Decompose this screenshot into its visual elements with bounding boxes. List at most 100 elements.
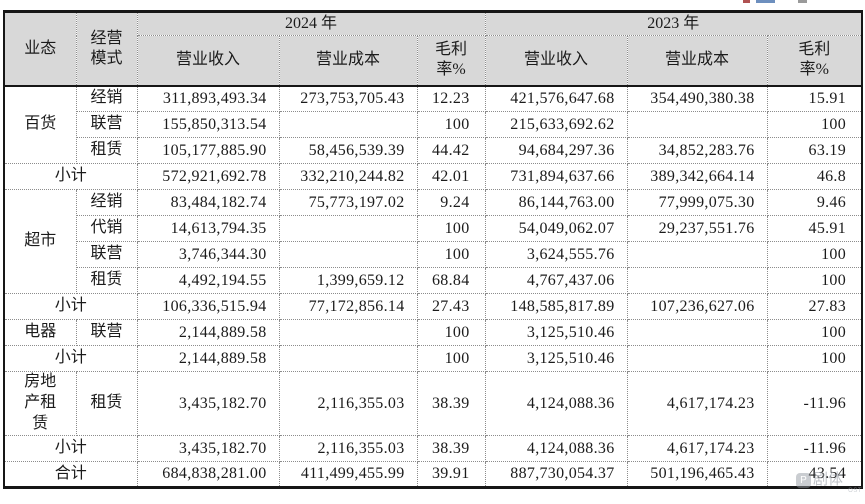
table-row: 代销 14,613,794.35 100 54,049,062.07 29,237,55… xyxy=(4,215,863,242)
cost-2024-cell: 77,172,856.14 xyxy=(278,293,418,320)
revenue-2023-cell: 4,124,088.36 xyxy=(484,371,628,436)
header-revenue-2023: 营业收入 xyxy=(484,35,628,86)
table-row: 联营 3,746,344.30 100 3,624,555.76 100 xyxy=(4,241,863,268)
revenue-2023-cell: 148,585,817.89 xyxy=(484,293,628,320)
margin-2024-cell: 27.43 xyxy=(416,293,486,320)
table-row: 超市 经销 83,484,182.74 75,773,197.02 9.24 86,144… xyxy=(3,189,863,294)
margin-2023-cell: 15.91 xyxy=(766,85,863,112)
cost-2024-cell xyxy=(278,215,418,242)
cost-2024-cell xyxy=(278,319,418,346)
table-row: 租赁 105,177,885.90 58,456,539.39 44.42 94,684… xyxy=(4,137,863,164)
revenue-2023-cell: 887,730,054.37 xyxy=(484,461,628,488)
table-header: 业态 经营 模式 2024 年 2023 年营业收入 营业成本 毛利 率% 营业收入 营业成本… xyxy=(3,11,863,86)
total-label-cell: 合计 xyxy=(3,461,138,488)
cost-2023-cell: 389,342,664.14 xyxy=(626,163,768,190)
margin-2023-cell: 27.83 xyxy=(766,293,863,320)
revenue-2024-cell: 105,177,885.90 xyxy=(136,137,280,164)
mode-cell: 租赁 xyxy=(75,371,138,436)
cost-2024-cell: 75,773,197.02 xyxy=(278,189,418,216)
margin-2023-cell: -11.96 xyxy=(766,435,863,462)
cost-2023-cell xyxy=(626,345,768,372)
revenue-2024-cell: 83,484,182.74 xyxy=(136,189,280,216)
table-row: 租赁 4,492,194.55 1,399,659.12 68.84 4,767,437… xyxy=(4,267,863,294)
subtotal-label-cell: 小计 xyxy=(3,293,138,320)
margin-2023-cell: 100 xyxy=(766,319,863,346)
margin-2023-cell: 63.19 xyxy=(766,137,863,164)
margin-2024-cell: 100 xyxy=(416,345,486,372)
cropped-top-logo-fragment-red xyxy=(743,0,750,3)
header-row: 营业收入 营业成本 毛利 率% 营业收入 营业成本 毛利 率% xyxy=(4,35,863,86)
cost-2024-cell: 2,116,355.03 xyxy=(278,435,418,462)
revenue-2023-cell: 54,049,062.07 xyxy=(484,215,628,242)
header-row: 业态 经营 模式 2024 年 2023 年 xyxy=(3,11,863,86)
revenue-2024-cell: 3,435,182.70 xyxy=(136,371,280,436)
table-row: 电器 联营 2,144,889.58 100 3,125,510.46 100 xyxy=(3,319,863,346)
cost-2024-cell xyxy=(278,345,418,372)
header-year-2024: 2024 年 xyxy=(136,11,486,36)
mode-cell: 联营 xyxy=(75,111,138,138)
revenue-2024-cell: 2,144,889.58 xyxy=(136,319,280,346)
cost-2024-cell: 1,399,659.12 xyxy=(278,267,418,294)
margin-2024-cell: 100 xyxy=(416,241,486,268)
revenue-2023-cell: 3,125,510.46 xyxy=(484,319,628,346)
table-row: 房地 产租 赁租赁 3,435,182.70 2,116,355.03 38.39 4,… xyxy=(3,371,863,436)
margin-2024-cell: 100 xyxy=(416,111,486,138)
revenue-2024-cell: 311,893,493.34 xyxy=(136,85,280,112)
margin-2024-cell: 44.42 xyxy=(416,137,486,164)
margin-2023-cell: 43.54 xyxy=(766,461,863,488)
cost-2024-cell: 411,499,455.99 xyxy=(278,461,418,488)
mode-cell: 租赁 xyxy=(75,137,138,164)
margin-2023-cell: 46.8 xyxy=(766,163,863,190)
cost-2023-cell: 77,999,075.30 xyxy=(626,189,768,216)
cost-2023-cell: 34,852,283.76 xyxy=(626,137,768,164)
margin-2023-cell: -11.96 xyxy=(766,371,863,436)
cropped-top-logo-fragment-gray xyxy=(798,0,807,3)
cost-2023-cell xyxy=(626,111,768,138)
business-type-chaoshi: 超市 xyxy=(3,189,77,294)
revenue-2023-cell: 3,624,555.76 xyxy=(484,241,628,268)
margin-2024-cell: 38.39 xyxy=(416,435,486,462)
margin-2023-cell: 100 xyxy=(766,241,863,268)
revenue-2024-cell: 684,838,281.00 xyxy=(136,461,280,488)
mode-cell: 联营 xyxy=(75,319,138,346)
cropped-top-logo-fragment-blue xyxy=(756,0,775,3)
margin-2024-cell: 68.84 xyxy=(416,267,486,294)
margin-2024-cell: 12.23 xyxy=(416,85,486,112)
mode-cell: 经销 xyxy=(75,85,138,112)
header-margin-2023: 毛利 率% xyxy=(766,35,863,86)
revenue-2023-cell: 4,767,437.06 xyxy=(484,267,628,294)
header-margin-2024: 毛利 率% xyxy=(416,35,486,86)
header-year-2023: 2023 年 xyxy=(484,11,863,36)
revenue-2024-cell: 4,492,194.55 xyxy=(136,267,280,294)
subtotal-label-cell: 小计 xyxy=(3,163,138,190)
revenue-2023-cell: 3,125,510.46 xyxy=(484,345,628,372)
mode-cell: 代销 xyxy=(75,215,138,242)
revenue-2023-cell: 215,633,692.62 xyxy=(484,111,628,138)
subtotal-label-cell: 小计 xyxy=(3,435,138,462)
margin-2023-cell: 9.46 xyxy=(766,189,863,216)
revenue-2024-cell: 155,850,313.54 xyxy=(136,111,280,138)
cost-2024-cell: 332,210,244.82 xyxy=(278,163,418,190)
margin-2023-cell: 45.91 xyxy=(766,215,863,242)
margin-2024-cell: 100 xyxy=(416,319,486,346)
subtotal-label-cell: 小计 xyxy=(3,345,138,372)
margin-2024-cell: 39.91 xyxy=(416,461,486,488)
cost-2024-cell: 58,456,539.39 xyxy=(278,137,418,164)
table-row: 小计 572,921,692.78 332,210,244.82 42.01 731,8… xyxy=(3,163,863,190)
margin-2024-cell: 38.39 xyxy=(416,371,486,436)
revenue-2023-cell: 94,684,297.36 xyxy=(484,137,628,164)
table-row: 联营 155,850,313.54 100 215,633,692.62 100 xyxy=(4,111,863,138)
margin-2024-cell: 9.24 xyxy=(416,189,486,216)
margin-2023-cell: 100 xyxy=(766,345,863,372)
table-row: 小计 106,336,515.94 77,172,856.14 27.43 148,58… xyxy=(3,293,863,320)
header-cost-2024: 营业成本 xyxy=(278,35,418,86)
cost-2024-cell: 273,753,705.43 xyxy=(278,85,418,112)
cost-2023-cell: 29,237,551.76 xyxy=(626,215,768,242)
cost-2023-cell xyxy=(626,319,768,346)
mode-cell: 租赁 xyxy=(75,267,138,294)
margin-2024-cell: 100 xyxy=(416,215,486,242)
business-type-baihuo: 百货 xyxy=(3,85,77,164)
revenue-2023-cell: 421,576,647.68 xyxy=(484,85,628,112)
revenue-2024-cell: 572,921,692.78 xyxy=(136,163,280,190)
